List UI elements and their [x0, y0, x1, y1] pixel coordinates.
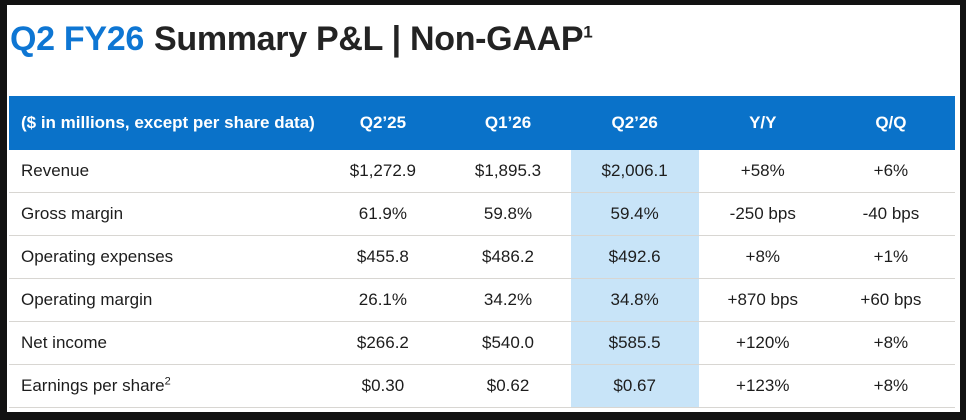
cell-yy: -250 bps	[698, 192, 827, 236]
column-header-units-note: ($ in millions, except per share data)	[9, 96, 321, 150]
title-footnote-marker: 1	[583, 22, 593, 42]
cell-q2-25: $455.8	[320, 235, 446, 279]
row-label: Revenue	[9, 150, 321, 193]
cell-q2-25: $1,272.9	[320, 150, 446, 193]
cell-yy: +120%	[698, 321, 827, 365]
cell-q2-26: $492.6	[570, 235, 699, 279]
cell-q1-26: $0.62	[445, 364, 571, 408]
cell-qq: +8%	[826, 321, 955, 365]
row-label: Operating margin	[9, 278, 321, 322]
table-row-earnings-per-share: Earnings per share2 $0.30 $0.62 $0.67 +1…	[9, 364, 955, 408]
cell-q2-26: $2,006.1	[570, 150, 699, 193]
cell-q2-26: 34.8%	[570, 278, 699, 322]
cell-qq: -40 bps	[826, 192, 955, 236]
column-header-qq: Q/Q	[826, 96, 955, 150]
table-row-net-income: Net income $266.2 $540.0 $585.5 +120% +8…	[9, 321, 955, 365]
column-header-q2-26: Q2’26	[570, 96, 699, 150]
row-label: Net income	[9, 321, 321, 365]
summary-pl-table: ($ in millions, except per share data) Q…	[9, 96, 955, 408]
cell-q1-26: 59.8%	[445, 192, 571, 236]
table-row-operating-expenses: Operating expenses $455.8 $486.2 $492.6 …	[9, 235, 955, 279]
cell-q2-26: 59.4%	[570, 192, 699, 236]
cell-q1-26: $540.0	[445, 321, 571, 365]
cell-q2-25: $0.30	[320, 364, 446, 408]
table-row-operating-margin: Operating margin 26.1% 34.2% 34.8% +870 …	[9, 278, 955, 322]
cell-q2-26: $585.5	[570, 321, 699, 365]
cell-q1-26: 34.2%	[445, 278, 571, 322]
page-title: Q2 FY26 Summary P&L | Non-GAAP1	[10, 18, 960, 60]
eps-footnote-marker: 2	[164, 375, 171, 388]
cell-qq: +6%	[826, 150, 955, 193]
cell-q1-26: $1,895.3	[445, 150, 571, 193]
cell-qq: +1%	[826, 235, 955, 279]
column-header-yy: Y/Y	[698, 96, 827, 150]
cell-yy: +123%	[698, 364, 827, 408]
table-row-revenue: Revenue $1,272.9 $1,895.3 $2,006.1 +58% …	[9, 150, 955, 193]
cell-yy: +8%	[698, 235, 827, 279]
table-row-gross-margin: Gross margin 61.9% 59.8% 59.4% -250 bps …	[9, 192, 955, 236]
row-label: Operating expenses	[9, 235, 321, 279]
cell-yy: +58%	[698, 150, 827, 193]
cell-qq: +8%	[826, 364, 955, 408]
row-label: Gross margin	[9, 192, 321, 236]
column-header-q1-26: Q1’26	[445, 96, 571, 150]
title-text: Summary P&L | Non-GAAP	[153, 20, 584, 58]
cell-q2-25: 61.9%	[320, 192, 446, 236]
title-quarter: Q2 FY26	[10, 20, 144, 58]
cell-qq: +60 bps	[826, 278, 955, 322]
row-label: Earnings per share2	[9, 364, 321, 408]
cell-q2-26: $0.67	[570, 364, 699, 408]
cell-q2-25: 26.1%	[320, 278, 446, 322]
cell-q2-25: $266.2	[320, 321, 446, 365]
cell-yy: +870 bps	[698, 278, 827, 322]
column-header-q2-25: Q2’25	[320, 96, 446, 150]
cell-q1-26: $486.2	[445, 235, 571, 279]
table-header-row: ($ in millions, except per share data) Q…	[9, 96, 955, 150]
